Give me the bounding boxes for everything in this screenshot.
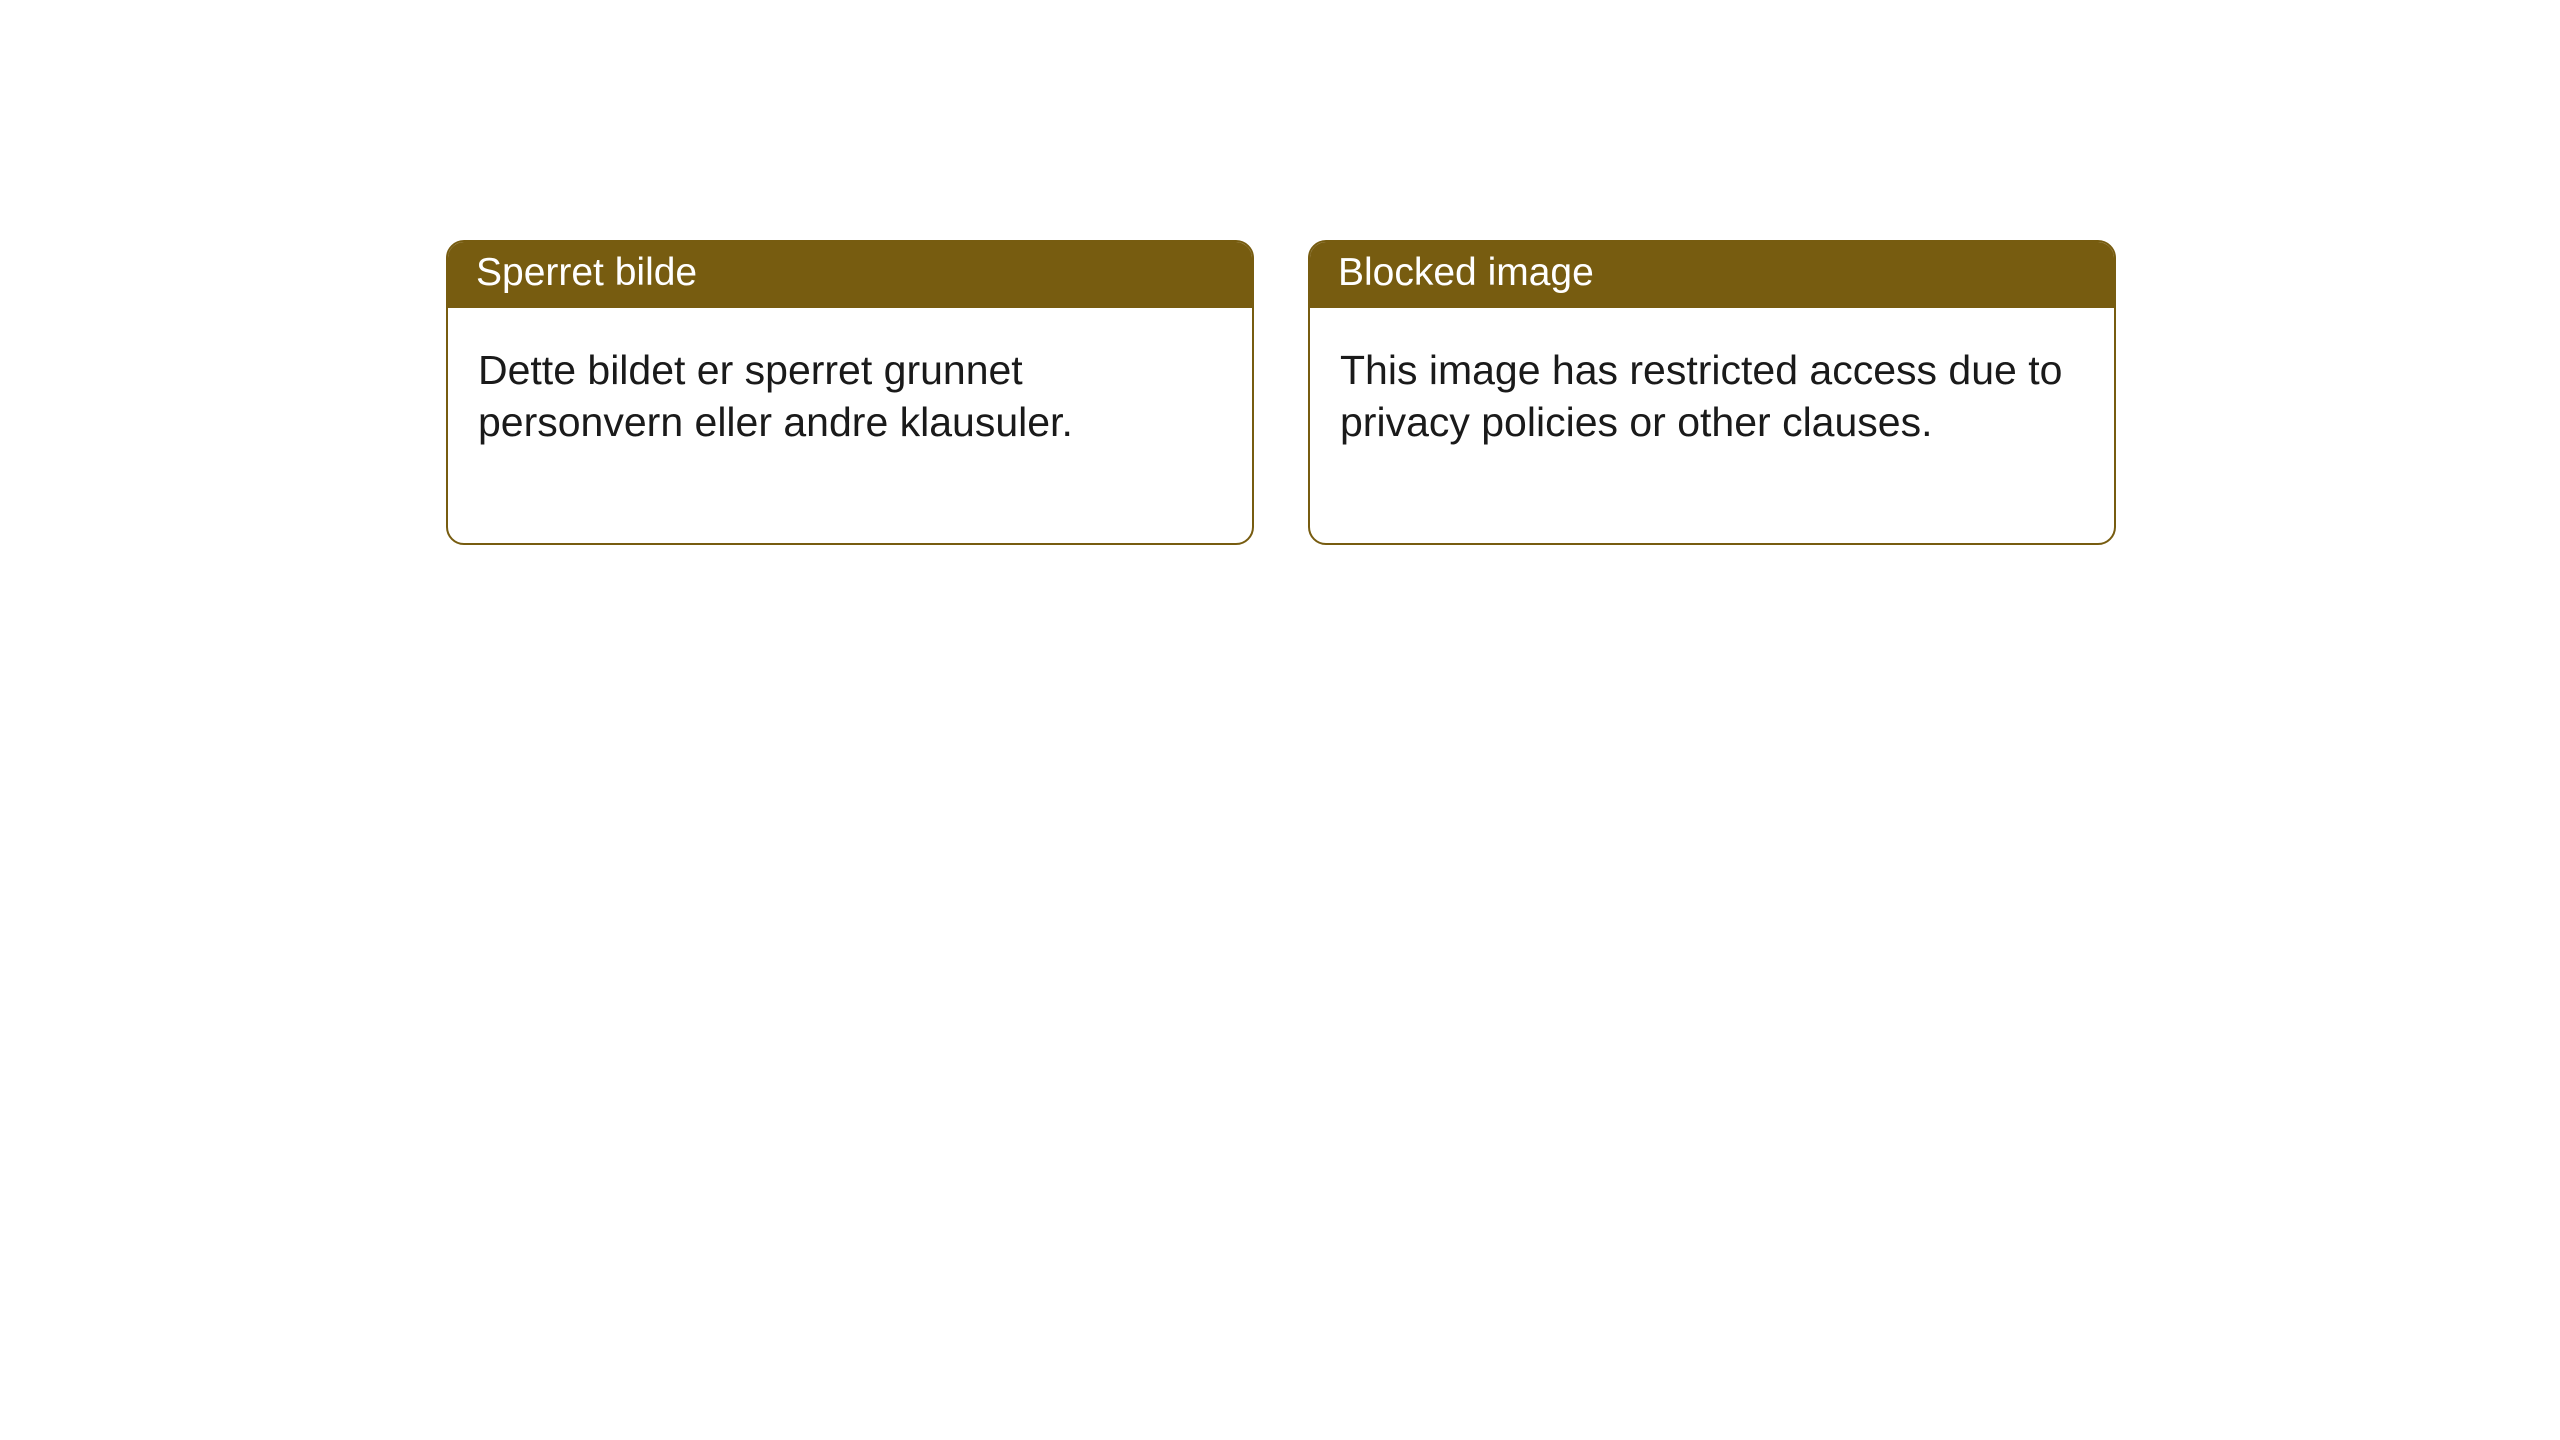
card-body-text: Dette bildet er sperret grunnet personve…: [448, 308, 1252, 543]
card-title: Sperret bilde: [448, 242, 1252, 308]
notice-card-english: Blocked image This image has restricted …: [1308, 240, 2116, 545]
card-body-text: This image has restricted access due to …: [1310, 308, 2114, 543]
card-title: Blocked image: [1310, 242, 2114, 308]
blocked-image-notices: Sperret bilde Dette bildet er sperret gr…: [446, 240, 2560, 545]
notice-card-norwegian: Sperret bilde Dette bildet er sperret gr…: [446, 240, 1254, 545]
